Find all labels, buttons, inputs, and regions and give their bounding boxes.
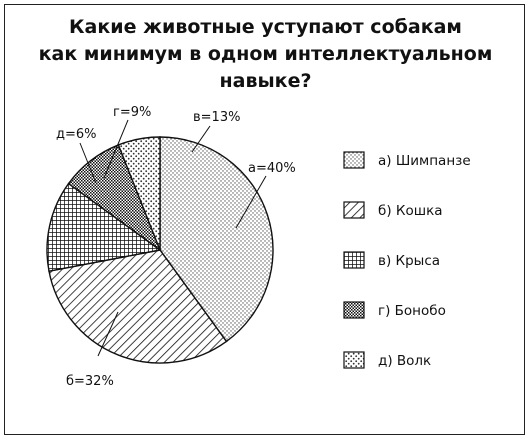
legend-swatch-5 [343,351,365,369]
pie-slice-5 [117,136,161,251]
pie-slice-3 [46,182,162,272]
legend-swatch-4 [343,301,365,319]
legend-label-4: г) Бонобо [378,303,446,319]
leader-line-4 [103,119,129,179]
legend-swatch-1 [343,151,365,169]
chart-title: Какие животные уступают собакам как мини… [0,14,531,95]
legend-swatch-3 [343,251,365,269]
leader-line-3 [191,125,211,153]
legend-label-1: а) Шимпанзе [378,153,471,169]
legend-label-2: б) Кошка [378,203,443,219]
leader-line-2 [97,311,119,357]
slice-label-3: в=13% [193,110,240,125]
leader-line-5 [79,142,97,184]
slice-label-5: д=6% [56,127,97,142]
slice-label-2: б=32% [66,374,114,389]
slice-label-1: а=40% [248,161,296,176]
chart-title-line-1: Какие животные уступают собакам [69,16,462,38]
chart-title-line-2: как минимум в одном интеллектуальном нав… [38,43,493,92]
leader-line-1 [235,175,267,229]
pie-slice-2 [48,249,228,364]
legend-swatch-2 [343,201,365,219]
legend-label-5: д) Волк [378,353,431,369]
slice-label-4: г=9% [113,105,151,120]
pie-slice-1 [159,136,274,343]
legend-label-3: в) Крыса [378,253,440,269]
